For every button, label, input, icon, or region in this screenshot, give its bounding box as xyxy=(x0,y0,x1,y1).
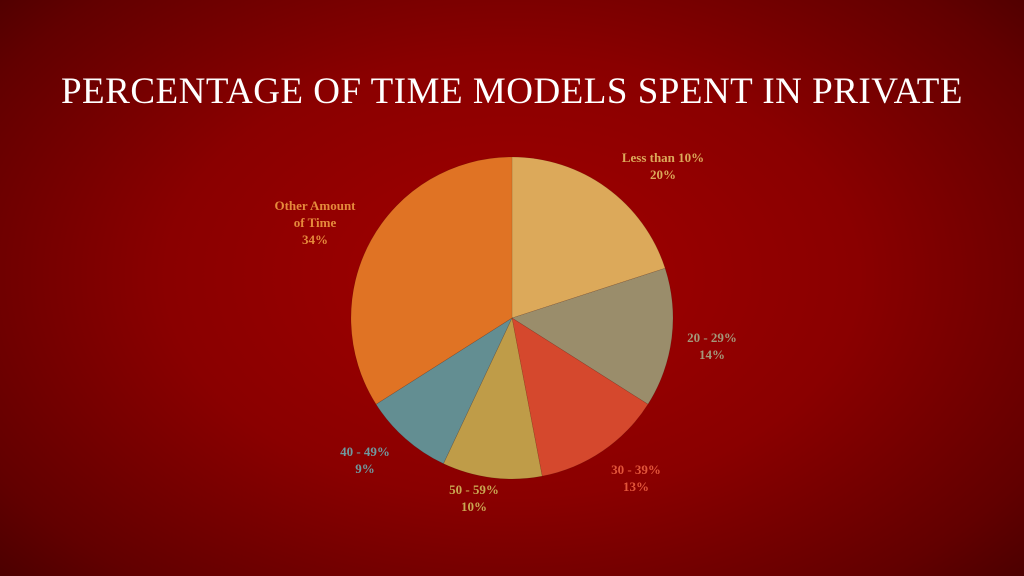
slice-label-1: Less than 10% 20% xyxy=(622,150,704,182)
pie-slice-2 xyxy=(511,267,674,405)
slice-label-4: 50 - 59% 10% xyxy=(449,482,499,514)
pie-slice-3 xyxy=(511,317,649,477)
slice-category: Other Amount xyxy=(274,198,356,213)
slice-category: Less than 10% xyxy=(622,150,704,165)
slice-percent: 9% xyxy=(355,461,375,476)
slice-category: 50 - 59% xyxy=(449,482,499,497)
slice-category: 20 - 29% xyxy=(687,330,737,345)
slice-category: 40 - 49% xyxy=(340,444,390,459)
slice-label-2: 20 - 29% 14% xyxy=(687,330,737,362)
slice-percent: 20% xyxy=(650,167,676,182)
pie-slice-5 xyxy=(375,317,513,465)
pie-slice-6 xyxy=(350,156,513,405)
slice-percent: 13% xyxy=(623,479,649,494)
slice-category: 30 - 39% xyxy=(611,462,661,477)
slice-percent: 10% xyxy=(461,499,487,514)
slice-category: of Time xyxy=(294,215,337,230)
slice-percent: 14% xyxy=(699,347,725,362)
slice-label-3: 30 - 39% 13% xyxy=(611,462,661,494)
pie-slice-4 xyxy=(443,317,543,480)
pie-slice-1 xyxy=(511,156,666,319)
slice-label-6: Other Amount of Time 34% xyxy=(274,198,356,247)
slice-percent: 34% xyxy=(302,232,328,247)
slice-label-5: 40 - 49% 9% xyxy=(340,444,390,476)
slide-title: PERCENTAGE OF TIME MODELS SPENT IN PRIVA… xyxy=(60,71,963,112)
